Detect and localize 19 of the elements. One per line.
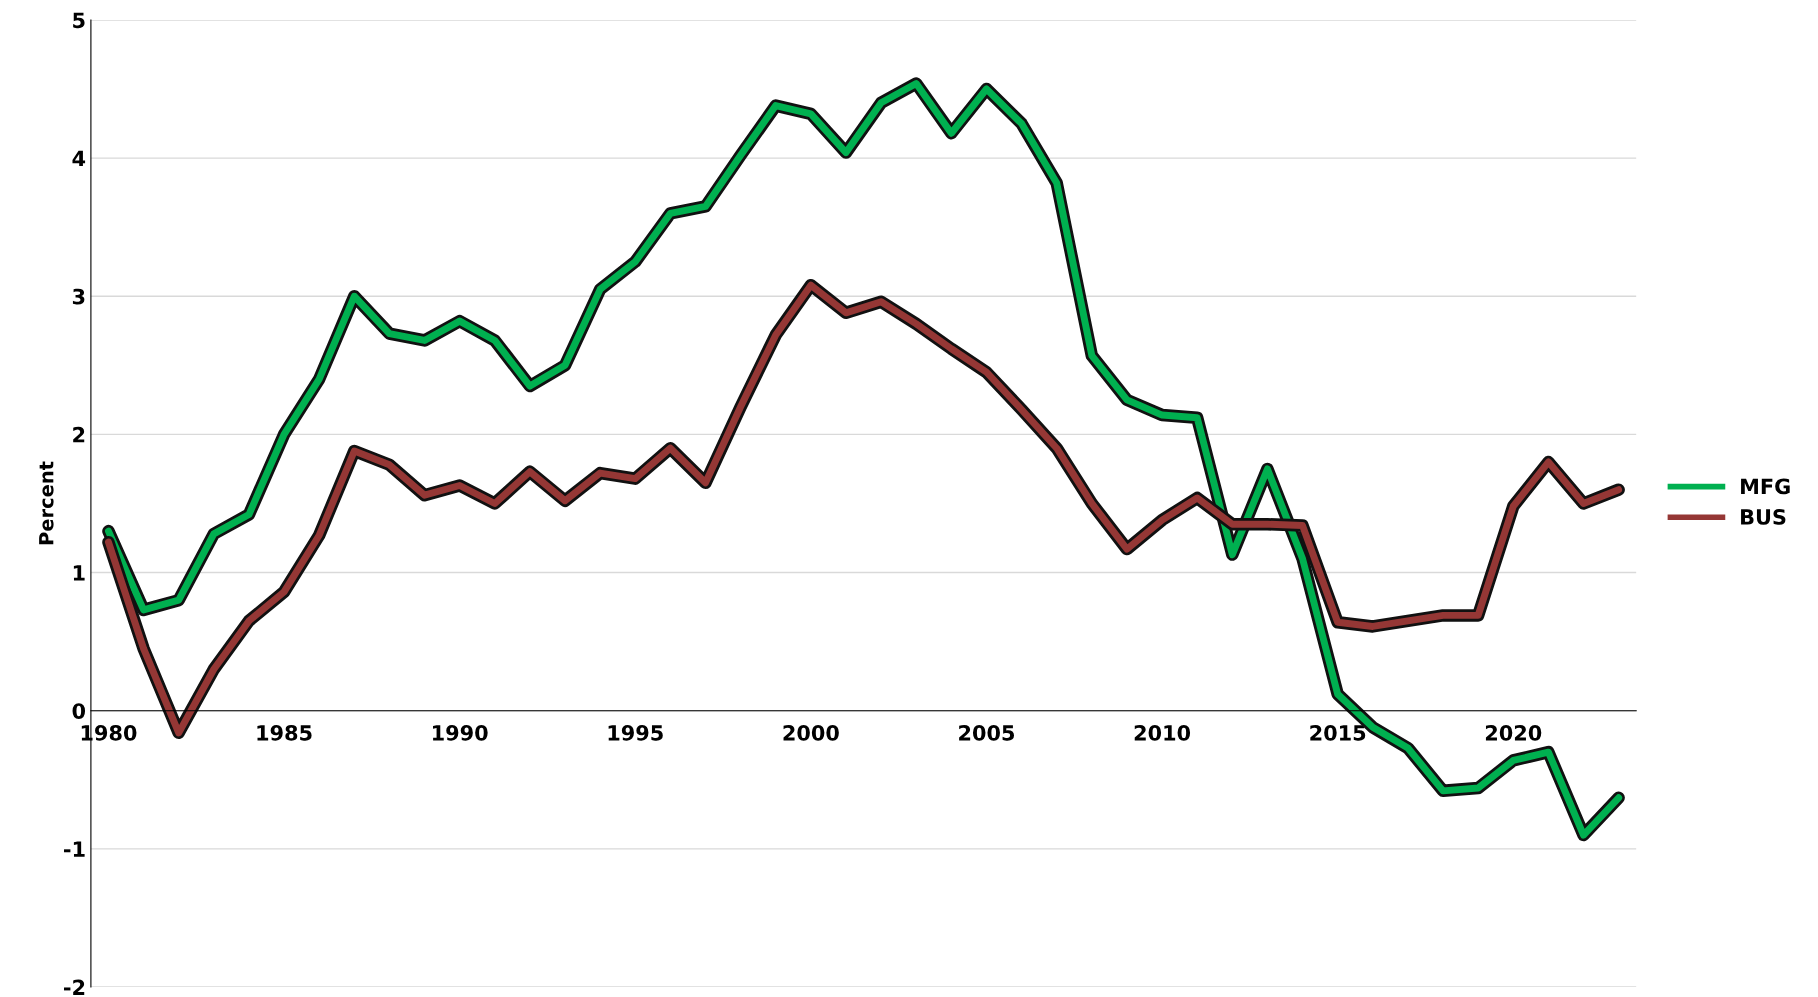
y-tick-label: 2 [73, 426, 85, 443]
y-tick-label: 1 [73, 565, 85, 581]
y-axis-title: Percent [39, 461, 54, 545]
y-tick-label: -1 [64, 841, 85, 857]
x-tick-label: 2015 [1310, 724, 1366, 741]
x-tick-label: 2010 [1134, 724, 1191, 741]
x-tick-label: 1990 [433, 724, 488, 741]
legend-label: MFG [1741, 478, 1790, 495]
y-tick-label: 0 [72, 703, 86, 719]
y-tick-label: -2 [64, 979, 85, 995]
x-tick-label: 2000 [783, 724, 839, 741]
y-tick-label: 4 [72, 150, 86, 167]
x-tick-label: 2020 [1485, 724, 1542, 741]
legend-label: BUS [1741, 509, 1786, 525]
x-tick-label: 1985 [257, 724, 312, 741]
x-tick-label: 2005 [959, 724, 1015, 741]
y-tick-label: 3 [72, 288, 85, 305]
x-tick-label: 1995 [608, 724, 663, 741]
y-tick-label: 5 [73, 12, 85, 29]
